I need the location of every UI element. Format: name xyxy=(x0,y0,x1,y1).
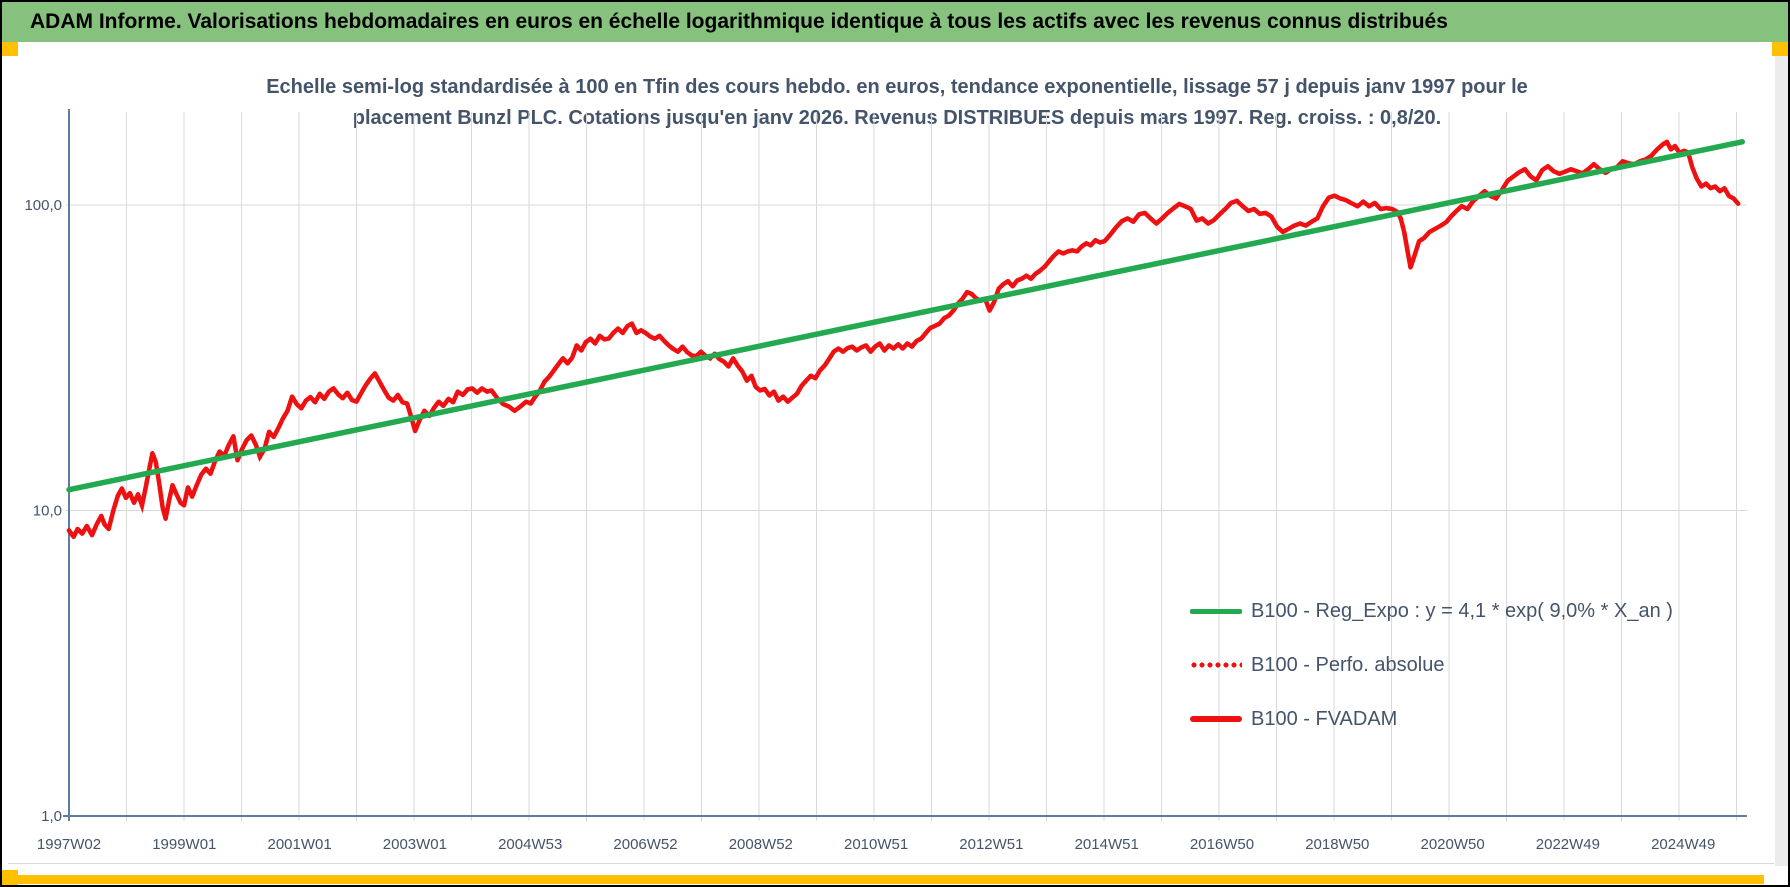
x-axis-tick-label: 2014W51 xyxy=(1075,836,1139,853)
gold-corner-bottom-left xyxy=(2,870,18,885)
y-axis-tick-label: 10,0 xyxy=(33,503,62,520)
legend-label: B100 - Reg_Expo : y = 4,1 * exp( 9,0% * … xyxy=(1251,599,1673,622)
legend-label: B100 - FVADAM xyxy=(1251,707,1398,730)
series-fvadam-line xyxy=(66,139,1741,540)
x-axis-tick-label: 2006W52 xyxy=(613,836,677,853)
x-axis-tick-label: 2004W53 xyxy=(498,836,562,853)
x-axis-tick-label: 2022W49 xyxy=(1536,836,1600,853)
x-axis-tick-label: 2020W50 xyxy=(1420,836,1484,853)
banner-title: ADAM Informe. Valorisations hebdomadaire… xyxy=(30,10,1448,33)
gold-corner-top-right xyxy=(1772,42,1788,56)
x-axis-tick-label: 2024W49 xyxy=(1651,836,1715,853)
chart-title: Echelle semi-log standardisée à 100 en T… xyxy=(202,72,1592,134)
x-axis-tick-label: 2010W51 xyxy=(844,836,908,853)
x-axis-tick-label: 2003W01 xyxy=(383,836,447,853)
green-trendline-swatch-icon xyxy=(1190,608,1242,614)
chart-area-bottom-border xyxy=(8,863,1774,864)
legend-item-perfo-absolue: B100 - Perfo. absolue xyxy=(1190,638,1673,692)
y-axis-tick-label: 1,0 xyxy=(41,808,62,825)
red-solid-line-swatch-icon xyxy=(1190,716,1242,722)
chart-title-line2: placement Bunzl PLC. Cotations jusqu'en … xyxy=(352,107,1442,129)
chart-title-line1: Echelle semi-log standardisée à 100 en T… xyxy=(266,76,1528,98)
top-banner: ADAM Informe. Valorisations hebdomadaire… xyxy=(2,2,1788,42)
x-axis-tick-label: 2001W01 xyxy=(267,836,331,853)
legend-label: B100 - Perfo. absolue xyxy=(1251,653,1445,676)
x-axis-tick-label: 1997W02 xyxy=(37,836,101,853)
legend-item-reg-expo: B100 - Reg_Expo : y = 4,1 * exp( 9,0% * … xyxy=(1190,584,1673,638)
x-axis-tick-label: 2012W51 xyxy=(959,836,1023,853)
series-reg-expo-trendline xyxy=(66,139,1745,493)
chart-legend: B100 - Reg_Expo : y = 4,1 * exp( 9,0% * … xyxy=(1190,584,1673,746)
right-margin-strip xyxy=(1775,56,1788,866)
x-axis-tick-label: 2008W52 xyxy=(729,836,793,853)
legend-item-fvadam: B100 - FVADAM xyxy=(1190,692,1673,746)
x-axis-tick-label: 1999W01 xyxy=(152,836,216,853)
series-perfo-absolue-dotted-line xyxy=(66,138,1741,542)
gold-corner-top-left xyxy=(2,42,18,56)
red-dotted-line-swatch-icon xyxy=(1190,662,1242,668)
gold-bottom-bar xyxy=(18,875,1764,884)
y-axis-tick-label: 100,0 xyxy=(24,197,62,214)
x-axis-tick-label: 2016W50 xyxy=(1190,836,1254,853)
x-axis-tick-label: 2018W50 xyxy=(1305,836,1369,853)
